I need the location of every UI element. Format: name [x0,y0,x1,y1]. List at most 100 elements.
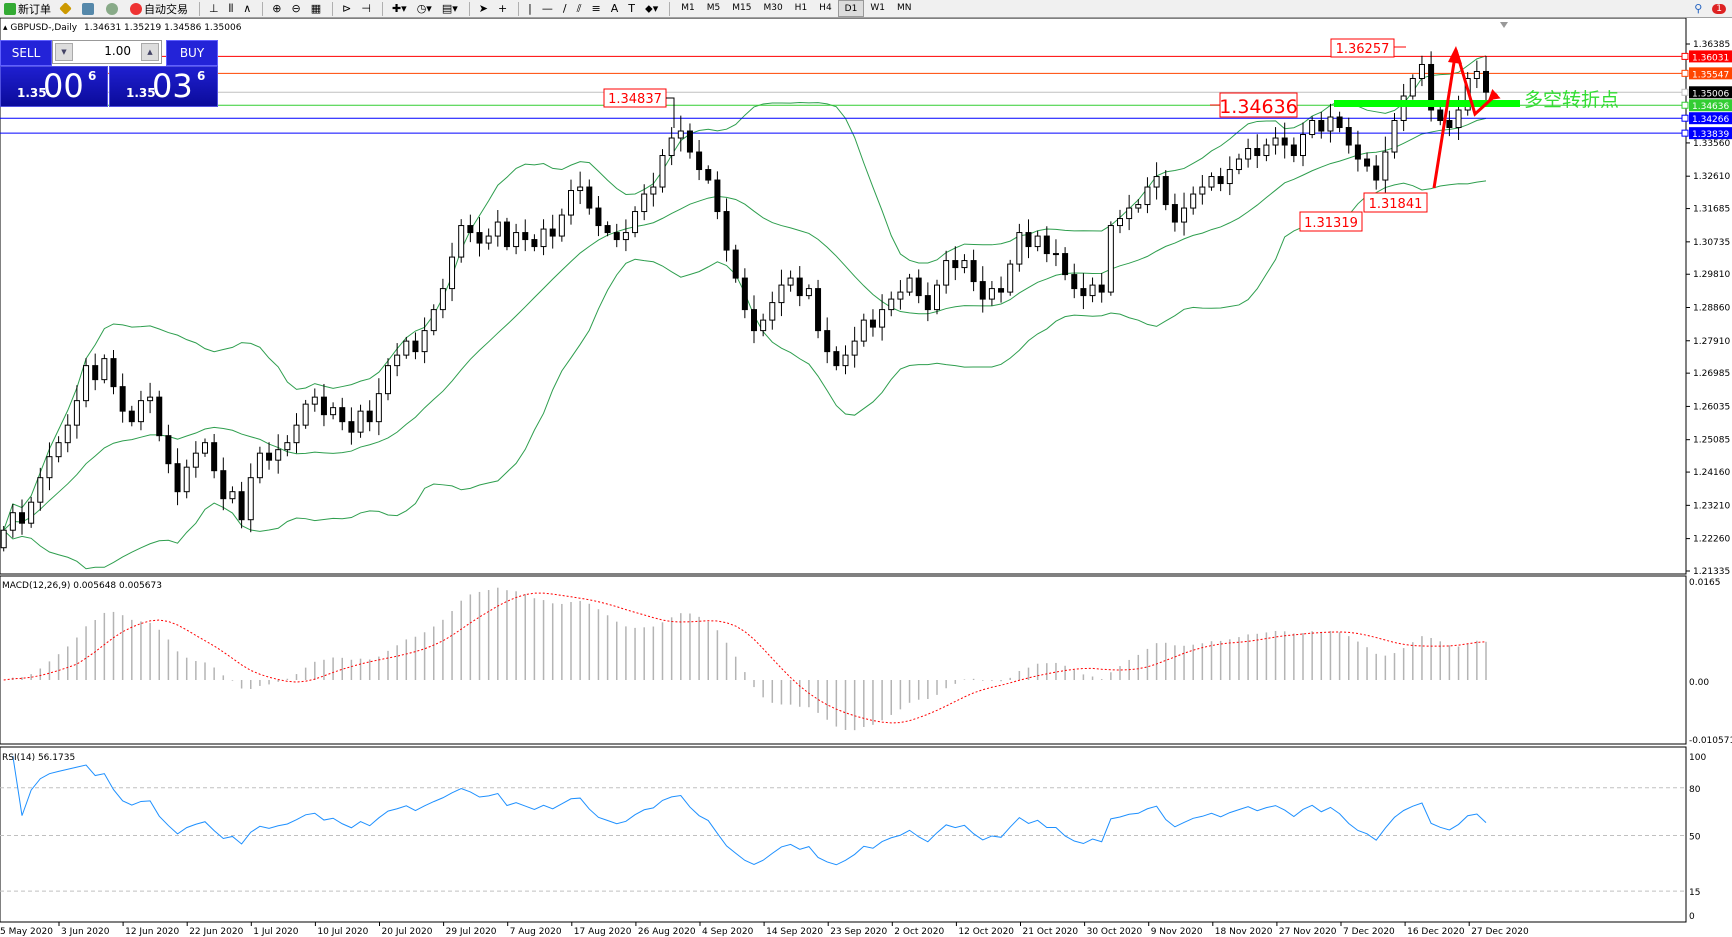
new-order-button[interactable]: 新订单 [0,1,55,17]
candle-body [613,232,620,241]
timeframe-h1[interactable]: H1 [794,2,808,13]
date-label: 29 Jul 2020 [446,927,497,937]
text-label-icon[interactable]: T [628,2,635,15]
candle-body [1126,207,1133,220]
timeframe-m15[interactable]: M15 [732,2,752,13]
sell-price-button[interactable]: 1.35 00 6 [0,66,108,107]
lot-increase-button[interactable]: ▲ [141,43,159,61]
lot-decrease-button[interactable]: ▼ [55,43,73,61]
candle-body [73,400,80,426]
line-chart-icon[interactable]: ∧ [243,2,252,15]
candle [128,405,135,427]
candle-body [1290,144,1297,157]
timeframe-m1[interactable]: M1 [681,2,695,13]
indicators-icon[interactable]: ✚▾ [391,2,407,15]
autoscroll-icon[interactable]: ⊳ [342,2,352,15]
arrows-icon[interactable]: ⬥▾ [645,1,659,15]
candle [165,424,172,474]
timeframe-d1[interactable]: D1 [837,0,865,17]
candle-body [1437,109,1444,122]
red-arrow-path [1432,49,1499,189]
chart-shift-icon[interactable]: ⊣ [361,2,371,15]
candle [1135,199,1142,213]
candle [641,184,648,221]
candle-body [979,281,986,300]
one-click-trading-panel: SELL ▼ 1.00 ▲ BUY 1.35 00 6 1.35 03 6 [0,40,218,107]
buy-price-fraction: 6 [197,69,206,83]
templates-icon[interactable]: ▤▾ [441,2,458,15]
candle [485,228,492,250]
candle [1446,110,1453,137]
candle-body [1199,186,1206,195]
crosshair-icon[interactable]: + [497,2,508,15]
candle [1345,117,1352,154]
candle-body [897,291,904,300]
candle-body [1217,176,1224,185]
candle-body [485,235,492,244]
timeframe-h4[interactable]: H4 [819,2,832,13]
candle [851,326,858,368]
candle-body [421,330,428,353]
candle-body [1107,225,1114,293]
bar-chart-icon[interactable]: ⊥ [209,2,219,15]
candle [476,217,483,257]
candle [796,266,803,307]
candle-chart-icon[interactable]: ⫴ [228,1,234,15]
channel-icon[interactable]: ⫽ [576,1,582,15]
price-label-bg [1689,99,1732,112]
candle-body [147,396,154,402]
candle-body [64,424,71,444]
candle [842,345,849,375]
rsi-tick-label: 100 [1689,753,1706,763]
notification-badge[interactable]: 1 [1708,1,1730,17]
candle-body [568,190,574,216]
symbol-toggle-icon[interactable]: ▴ [3,23,8,33]
candle [540,219,547,256]
cursor-icon[interactable]: ➤ [478,2,488,15]
candle-body [503,221,510,248]
line-handle-icon [1681,88,1689,96]
horizontal-line-icon[interactable]: — [541,2,553,15]
candle-body [1391,120,1398,153]
timeframe-m5[interactable]: M5 [706,2,721,13]
candle [9,504,16,538]
search-icon[interactable]: ⚲ [1694,2,1703,15]
fibonacci-icon[interactable]: ≡ [591,2,601,15]
candle-body [403,340,410,356]
candle-body [769,302,776,321]
candle-body [632,211,639,234]
timeframe-w1[interactable]: W1 [870,2,885,13]
auto-trading-button[interactable]: 自动交易 [126,1,192,17]
text-icon[interactable]: A [610,2,619,15]
zoom-out-icon[interactable]: ⊖ [291,2,301,15]
tile-windows-icon[interactable]: ▦ [310,2,322,15]
periods-icon[interactable]: ◷▾ [416,2,432,15]
candle-body [385,365,391,395]
lot-size-input[interactable]: ▼ 1.00 ▲ [52,40,162,64]
vertical-line-icon[interactable]: | [528,2,532,15]
date-label: 16 Dec 2020 [1407,927,1465,937]
buy-button[interactable]: BUY [166,40,218,66]
candle-body [1382,151,1389,181]
candle [1181,192,1188,236]
candle-body [458,225,465,258]
sell-button[interactable]: SELL [0,40,52,66]
buy-price-button[interactable]: 1.35 03 6 [109,66,218,107]
candle-body [988,288,995,300]
candle [1171,193,1178,232]
notification-count: 1 [1712,3,1726,14]
tester-icon[interactable] [78,1,100,17]
gold-icon[interactable] [57,1,76,17]
signal-icon[interactable] [102,1,124,17]
price-label-bg [1689,86,1732,99]
zoom-in-icon[interactable]: ⊕ [272,2,282,15]
candle [860,313,867,347]
candle [705,165,712,184]
candle-body [641,193,648,213]
timeframe-m30[interactable]: M30 [763,2,783,13]
timeframe-mn[interactable]: MN [896,2,912,13]
trendline-icon[interactable]: / [562,2,567,15]
candle [467,214,474,243]
candle [1071,263,1078,299]
